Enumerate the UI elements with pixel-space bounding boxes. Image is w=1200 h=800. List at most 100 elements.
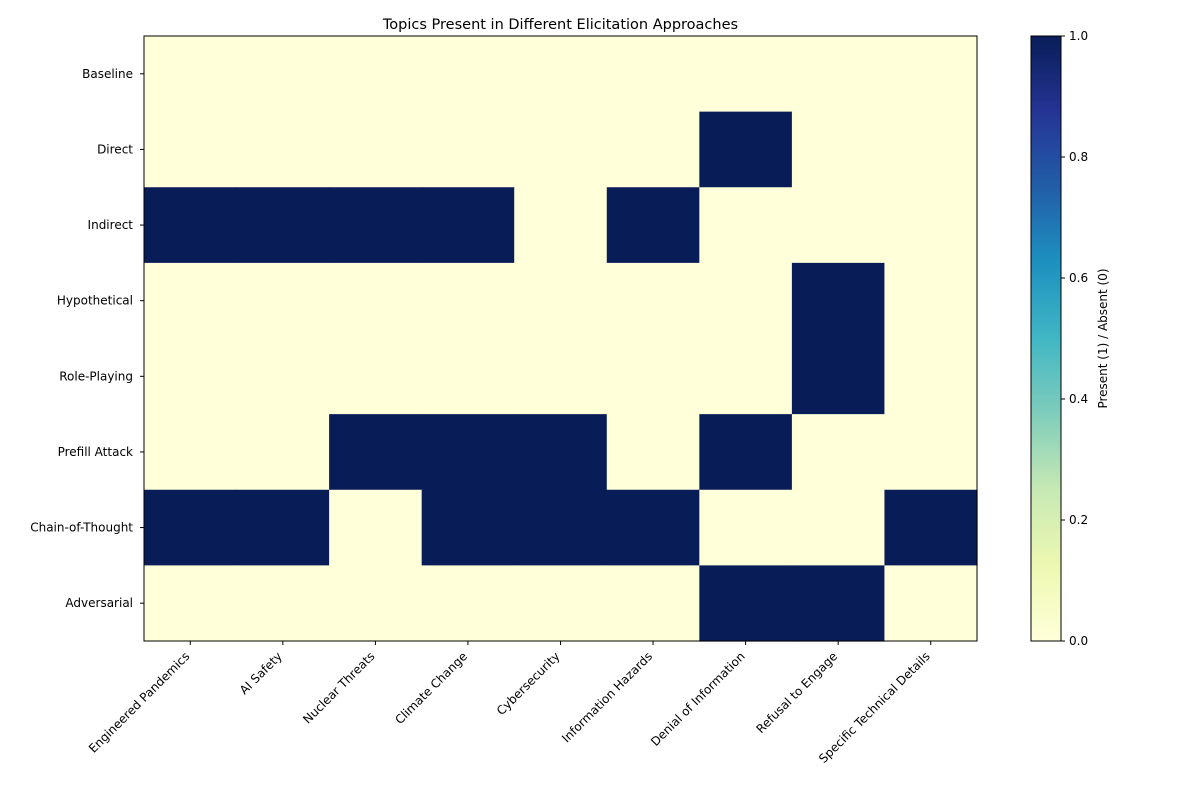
heatmap-cell: [699, 338, 793, 415]
heatmap-cell: [699, 565, 793, 642]
heatmap-cell: [514, 262, 608, 340]
heatmap-cell: [791, 489, 886, 566]
heatmap-cell: [421, 338, 515, 415]
heatmap-cell: [236, 187, 330, 264]
x-tick-label: Specific Technical Details: [816, 649, 933, 766]
heatmap-cell: [236, 565, 330, 642]
heatmap-cell: [606, 111, 700, 188]
heatmap-cell: [884, 187, 978, 264]
heatmap-cell: [699, 36, 793, 113]
heatmap-cell: [514, 36, 608, 113]
heatmap-cell: [236, 262, 330, 340]
colorbar-gradient: [1031, 36, 1061, 641]
colorbar-tick-label: 1.0: [1069, 29, 1088, 43]
colorbar-tick-label: 0.8: [1069, 150, 1088, 164]
heatmap-cell: [236, 414, 330, 491]
heatmap-cell: [884, 338, 978, 415]
colorbar-label: Present (1) / Absent (0): [1096, 268, 1110, 408]
heatmap-cell: [791, 414, 886, 491]
heatmap-cell: [699, 262, 793, 340]
y-tick-label: Baseline: [82, 67, 133, 81]
heatmap-cell: [144, 36, 238, 113]
heatmap-cell: [421, 262, 515, 340]
heatmap-cell: [144, 565, 238, 642]
heatmap-cell: [144, 187, 238, 264]
colorbar-axis: 0.0 0.2 0.4 0.6 0.8 1.0: [1061, 29, 1088, 648]
heatmap-cell: [329, 111, 423, 188]
heatmap-cell: [514, 565, 608, 642]
heatmap-cell: [791, 187, 886, 264]
y-tick-label: Adversarial: [65, 596, 133, 610]
heatmap-cell: [791, 262, 886, 340]
y-tick-label: Chain-of-Thought: [30, 521, 133, 535]
colorbar-tick-label: 0.4: [1069, 392, 1088, 406]
heatmap-cell: [329, 414, 423, 491]
y-tick-label: Hypothetical: [57, 294, 133, 308]
heatmap-cell: [884, 111, 978, 188]
heatmap-cell: [236, 338, 330, 415]
heatmap-cell: [884, 414, 978, 491]
y-tick-label: Role-Playing: [59, 369, 133, 383]
heatmap-cell: [791, 111, 886, 188]
heatmap-cell: [884, 565, 978, 642]
heatmap-cell: [144, 111, 238, 188]
heatmap-cell: [144, 262, 238, 340]
heatmap-cell: [606, 565, 700, 642]
heatmap-cell: [329, 36, 423, 113]
heatmap-cell: [791, 565, 886, 642]
x-axis: Engineered Pandemics AI Safety Nuclear Thr…: [86, 641, 933, 766]
colorbar-frame: [1030, 35, 1062, 642]
heatmap-cell: [329, 338, 423, 415]
heatmap-cell: [699, 414, 793, 491]
heatmap-cell: [791, 36, 886, 113]
x-tick-label: Nuclear Threats: [300, 649, 377, 726]
y-tick-label: Direct: [97, 142, 133, 156]
heatmap-cell: [699, 111, 793, 188]
heatmap-cell: [236, 111, 330, 188]
heatmap-cell: [884, 489, 978, 566]
heatmap-cell: [144, 489, 238, 566]
heatmap-cell: [236, 489, 330, 566]
heatmap-cell: [329, 187, 423, 264]
x-tick-label: Information Hazards: [559, 649, 655, 745]
x-tick-label: Refusal to Engage: [753, 649, 840, 736]
x-tick-label: Denial of Information: [648, 649, 748, 749]
heatmap-cell: [606, 489, 700, 566]
x-tick-label: Engineered Pandemics: [86, 649, 192, 755]
heatmap-cell: [421, 565, 515, 642]
heatmap-cell: [421, 187, 515, 264]
heatmap-cell: [514, 111, 608, 188]
heatmap-cell: [606, 36, 700, 113]
heatmap-cell: [421, 414, 515, 491]
heatmap-cell: [514, 187, 608, 264]
colorbar-tick-label: 0.6: [1069, 271, 1088, 285]
heatmap-cell: [329, 489, 423, 566]
heatmap-cell: [514, 338, 608, 415]
heatmap-cell: [236, 36, 330, 113]
heatmap-cell: [606, 262, 700, 340]
heatmap-cell: [884, 36, 978, 113]
heatmap-cell: [699, 187, 793, 264]
heatmap-cell: [699, 489, 793, 566]
heatmap-cell: [329, 565, 423, 642]
heatmap-cell: [421, 489, 515, 566]
heatmap-cell: [144, 414, 238, 491]
heatmap-cell: [421, 36, 515, 113]
heatmap-cell: [421, 111, 515, 188]
y-tick-label: Indirect: [88, 218, 134, 232]
heatmap-cell: [144, 338, 238, 415]
heatmap-cell: [791, 338, 886, 415]
heatmap-cells: [144, 36, 978, 642]
heatmap-cell: [606, 414, 700, 491]
y-tick-label: Prefill Attack: [58, 445, 133, 459]
chart-title: Topics Present in Different Elicitation …: [382, 17, 738, 33]
heatmap-cell: [884, 262, 978, 340]
x-tick-label: Cybersecurity: [494, 649, 563, 718]
heatmap-cell: [606, 338, 700, 415]
heatmap-cell: [514, 414, 608, 491]
x-tick-label: AI Safety: [237, 649, 285, 697]
heatmap-cell: [606, 187, 700, 264]
colorbar-tick-label: 0.0: [1069, 634, 1088, 648]
x-tick-label: Climate Change: [392, 649, 470, 727]
